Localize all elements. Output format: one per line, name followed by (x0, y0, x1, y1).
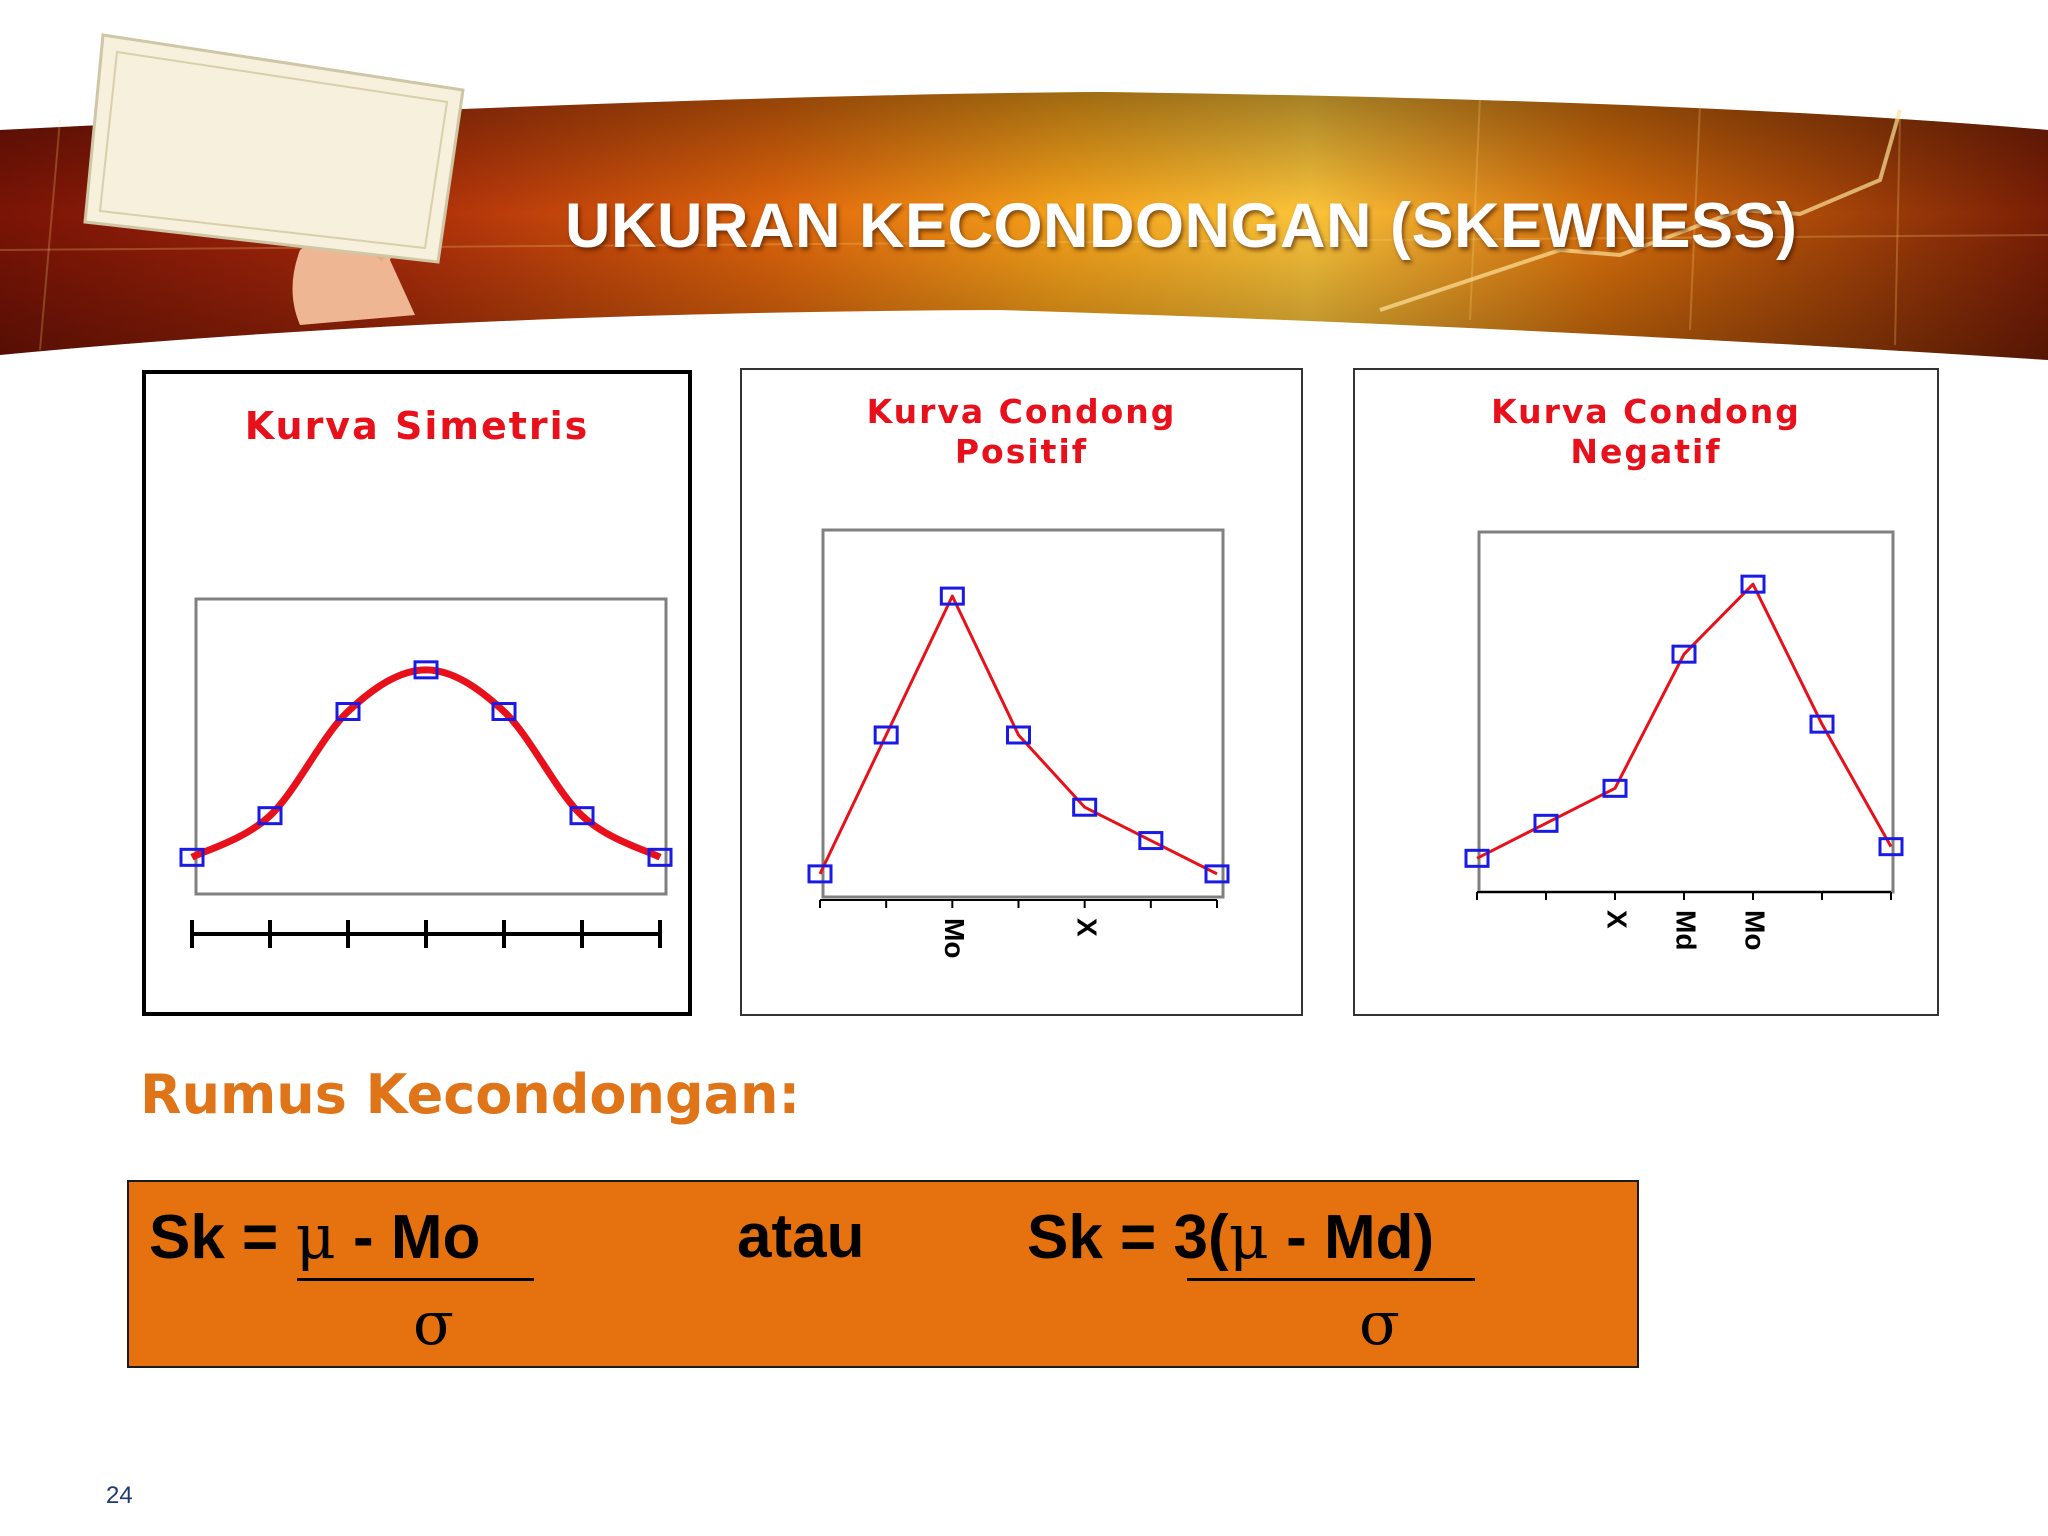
formula-1-numerator: Sk = μ - Mo (149, 1206, 480, 1269)
tick-label: X (1071, 918, 1102, 937)
fraction-bar-2 (1187, 1278, 1475, 1281)
tick-label: Mo (939, 918, 970, 958)
formula-2-open: 3( (1173, 1203, 1229, 1272)
tick-label-group: Mo (939, 918, 970, 958)
plot-frame (1477, 530, 1895, 894)
chart-condong-negatif: X Md Mo (1464, 530, 1904, 950)
fraction-bar-1 (297, 1278, 534, 1281)
page-number: 24 (106, 1482, 133, 1509)
data-point (335, 702, 361, 721)
data-point (1740, 574, 1766, 594)
chart-panel-simetris: Kurva Simetris (142, 370, 692, 1016)
tick-label-group: Md (1671, 910, 1702, 950)
sigma-symbol: σ (413, 1289, 454, 1359)
card-icon (83, 33, 465, 264)
chart-title-line: Kurva Condong (1491, 392, 1801, 431)
chart-title-line: Kurva Condong (866, 392, 1177, 431)
slide-title: UKURAN KECONDONGAN (SKEWNESS) (565, 191, 1798, 261)
data-point (873, 725, 899, 745)
data-point (413, 660, 439, 680)
plot-frame (194, 597, 668, 896)
chart-title-line: Kurva Simetris (244, 404, 590, 448)
formula-2-lhs: Sk = (1027, 1203, 1174, 1272)
chart-title: Kurva Condong Negatif (1355, 392, 1937, 471)
tick-label: Md (1671, 910, 1702, 950)
chart-simetris (179, 597, 673, 948)
formula-heading: Rumus Kecondongan: (140, 1063, 801, 1126)
mu-symbol: μ (295, 1200, 336, 1273)
data-point (1533, 813, 1559, 833)
formula-1-rest: - Mo (335, 1203, 481, 1272)
mu-symbol: μ (1228, 1200, 1269, 1273)
data-point (939, 586, 965, 606)
chart-panel-condong-positif: Kurva Condong Positif Mo X (740, 368, 1303, 1016)
data-point (647, 847, 673, 867)
data-point (1602, 778, 1628, 798)
data-point (1671, 644, 1697, 664)
data-point (1204, 864, 1230, 884)
formula-box: Sk = μ - Mo σ atau Sk = 3(μ - Md) σ (127, 1180, 1639, 1368)
tick-label: X (1602, 910, 1633, 929)
tick-label-group: X (1602, 910, 1633, 929)
tick-label: Mo (1740, 910, 1771, 950)
tick-label-group: X (1071, 918, 1102, 937)
formula-2-rest: - Md) (1268, 1203, 1435, 1272)
data-point (257, 806, 283, 826)
series-line (1476, 582, 1893, 860)
header-banner (0, 33, 2048, 360)
tick-label-group: Mo (1740, 910, 1771, 950)
data-point (569, 806, 595, 826)
data-point (1878, 837, 1904, 857)
series-line (190, 666, 662, 861)
data-point (1006, 725, 1031, 745)
chart-title: Kurva Condong Positif (742, 392, 1301, 471)
formula-2-numerator: Sk = 3(μ - Md) (1027, 1206, 1434, 1269)
chart-title: Kurva Simetris (146, 404, 688, 450)
plot-frame (821, 528, 1225, 899)
data-point (1809, 714, 1835, 734)
series-line (818, 594, 1218, 876)
chart-title-line: Negatif (1570, 431, 1722, 471)
data-point (179, 847, 205, 867)
data-point (1138, 831, 1164, 851)
chart-panel-condong-negatif: Kurva Condong Negatif X Md Mo (1353, 368, 1939, 1016)
chart-condong-positif: Mo X (807, 528, 1230, 958)
data-point (491, 702, 517, 721)
chart-title-line: Positif (954, 431, 1089, 471)
formula-1-lhs: Sk = (149, 1203, 296, 1272)
sigma-symbol: σ (1359, 1289, 1400, 1359)
formula-connector: atau (737, 1202, 865, 1271)
data-point (1072, 797, 1098, 817)
data-point (1464, 848, 1490, 868)
data-point (807, 864, 833, 884)
